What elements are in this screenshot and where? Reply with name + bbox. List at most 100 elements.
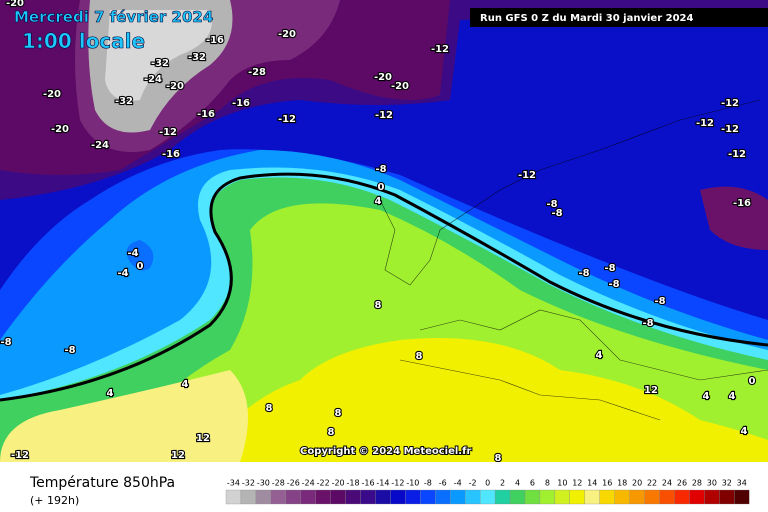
russia-cold — [700, 186, 768, 250]
contour-label: -16 — [162, 149, 180, 160]
footer-lead: (+ 192h) — [30, 494, 79, 507]
color-scale: -34 -32 -30 -28 -26 -24 -22 -20 -18 -16 -14 -12 -10-… — [225, 479, 750, 505]
legend-swatch — [360, 489, 376, 505]
run-info: Run GFS 0 Z du Mardi 30 janvier 2024 — [480, 13, 693, 24]
legend-label: 34 — [737, 479, 747, 488]
legend-swatch — [255, 489, 271, 505]
contour-label: -20 — [374, 72, 392, 83]
legend-label: 22 — [647, 479, 657, 488]
plus12-zone — [200, 338, 768, 462]
legend-label: 14 — [587, 479, 597, 488]
legend-swatch — [719, 489, 735, 505]
contour-label: -8 — [0, 337, 11, 348]
legend-label: 20 — [632, 479, 642, 488]
copyright: Copyright © 2024 Meteociel.fr — [300, 446, 471, 457]
contour-label: 8 — [266, 403, 273, 414]
contour-label: 8 — [328, 427, 335, 438]
legend-label: 8 — [545, 479, 550, 488]
legend-label: -2 — [469, 479, 477, 488]
contour-label: -24 — [144, 74, 162, 85]
legend-swatch — [734, 489, 750, 505]
contour-label: -8 — [608, 279, 619, 290]
legend-swatch — [584, 489, 600, 505]
run-box — [470, 8, 768, 27]
contour-label: 8 — [416, 351, 423, 362]
footer-title: Température 850hPa — [29, 475, 175, 491]
contour-label: -20 — [391, 81, 409, 92]
legend-swatch — [450, 489, 466, 505]
legend-label: 32 — [722, 479, 732, 488]
contour-label: -16 — [197, 109, 215, 120]
legend-label: 0 — [485, 479, 490, 488]
legend-label: -14 — [376, 479, 389, 488]
legend-swatch — [285, 489, 301, 505]
contour-label: -32 — [115, 96, 133, 107]
contour-label: 0 — [749, 376, 756, 387]
zero-isotherm — [0, 172, 768, 402]
contour-label: 8 — [335, 408, 342, 419]
contour-label: -20 — [51, 124, 69, 135]
legend-swatch — [405, 489, 421, 505]
legend-swatch — [420, 489, 436, 505]
local-time: 1:00 locale — [22, 29, 145, 53]
legend-label: -8 — [424, 479, 432, 488]
contour-label: -12 — [159, 127, 177, 138]
contour-label: -8 — [551, 208, 562, 219]
legend-label: 30 — [707, 479, 717, 488]
coastlines — [379, 99, 768, 421]
legend-swatch — [689, 489, 705, 505]
legend-swatch — [674, 489, 690, 505]
legend-label: -34 — [227, 479, 240, 488]
contour-label: -8 — [546, 199, 557, 210]
legend-swatch — [539, 489, 556, 505]
contour-label: -4 — [127, 248, 138, 259]
legend-label: 2 — [500, 479, 505, 488]
contour-label: -12 — [696, 118, 714, 129]
legend-label: 16 — [602, 479, 612, 488]
contour-label: 4 — [741, 426, 748, 437]
legend-label: -30 — [257, 479, 270, 488]
contour-labels: -20-16-20-12-32-32-28-24-20-20-20-20-32-… — [0, 0, 757, 462]
legend-label: 12 — [572, 479, 582, 488]
legend-swatch — [330, 489, 346, 505]
legend-swatch — [659, 489, 675, 505]
legend-label: -6 — [439, 479, 447, 488]
contour-label: -32 — [188, 52, 206, 63]
greenland-core — [105, 10, 212, 101]
legend-label: 24 — [662, 479, 672, 488]
contour-label: -4 — [117, 268, 128, 279]
contour-label: -8 — [642, 318, 653, 329]
contour-label: 4 — [182, 379, 189, 390]
contour-label: -12 — [278, 114, 296, 125]
contour-label: 4 — [729, 391, 736, 402]
legend-label: -28 — [272, 479, 285, 488]
contour-label: -12 — [431, 44, 449, 55]
contour-label: 0 — [137, 261, 144, 272]
contour-label: -16 — [232, 98, 250, 109]
legend-swatch — [315, 489, 331, 505]
low-center — [126, 240, 154, 271]
contour-label: -20 — [43, 89, 61, 100]
contour-label: -8 — [578, 268, 589, 279]
contour-label: -16 — [206, 35, 224, 46]
legend-swatch — [524, 489, 541, 505]
legend-label: -12 — [391, 479, 404, 488]
legend-swatch — [225, 489, 242, 505]
legend-label: -16 — [361, 479, 374, 488]
legend-label: -22 — [317, 479, 330, 488]
contour-label: -8 — [604, 263, 615, 274]
contour-label: -16 — [733, 198, 751, 209]
contour-label: 4 — [375, 196, 382, 207]
contour-label: -8 — [64, 345, 75, 356]
legend-swatch — [479, 489, 496, 505]
contour-label: -32 — [151, 58, 169, 69]
legend-label: -32 — [242, 479, 255, 488]
legend-swatch — [644, 489, 660, 505]
contour-label: -12 — [721, 124, 739, 135]
legend-swatch — [509, 489, 526, 505]
contour-label: -12 — [721, 98, 739, 109]
contour-label: -20 — [166, 81, 184, 92]
legend-label: -24 — [302, 479, 315, 488]
legend-swatch — [614, 489, 630, 505]
legend-label: 10 — [557, 479, 567, 488]
